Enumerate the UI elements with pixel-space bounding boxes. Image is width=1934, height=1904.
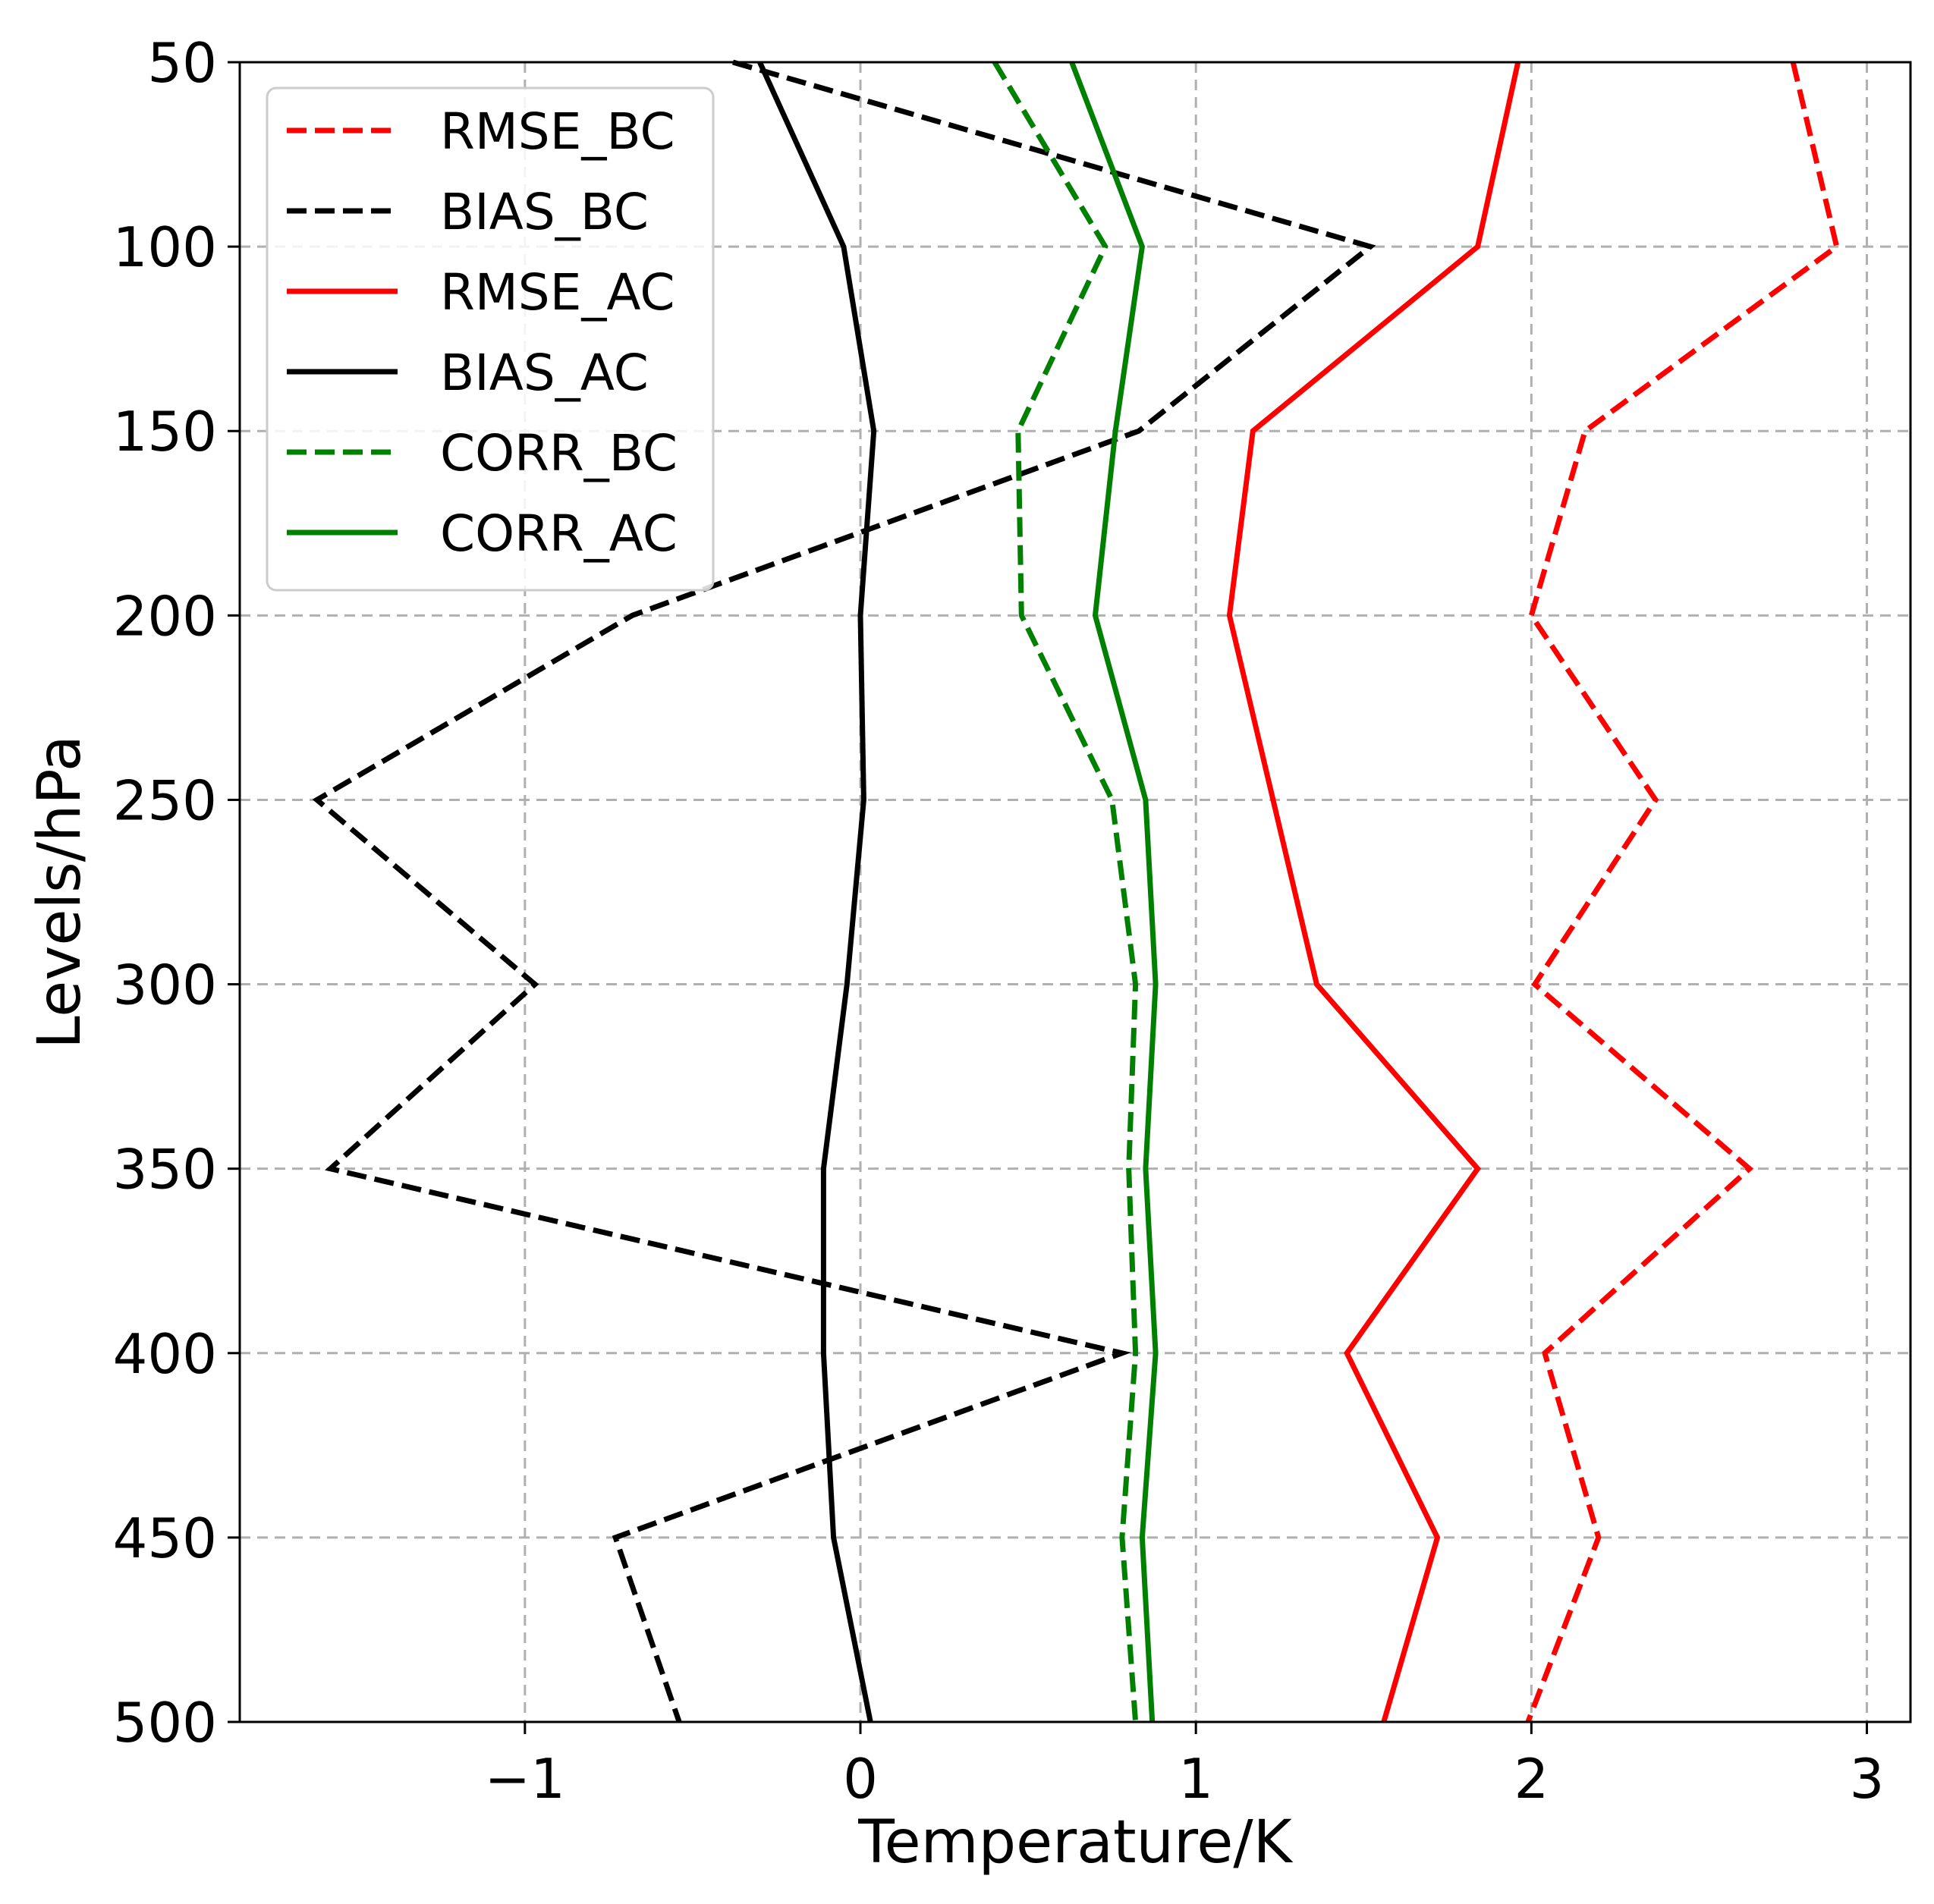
series-line-corr-bc — [992, 61, 1139, 1723]
x-axis-label: Temperature/K — [857, 1808, 1293, 1877]
series-line-rmse-ac — [1226, 61, 1521, 1723]
y-tick-label: 400 — [113, 1322, 217, 1386]
x-tick-label: 3 — [1850, 1747, 1885, 1811]
series-line-rmse-bc — [1525, 61, 1840, 1723]
legend-label: CORR_BC — [440, 424, 678, 482]
y-axis-label: Levels/hPa — [26, 735, 94, 1049]
x-tick-label: 2 — [1514, 1747, 1549, 1811]
series-line-corr-ac — [1069, 61, 1159, 1723]
y-tick-label: 300 — [113, 954, 217, 1017]
series-line-bias-bc — [312, 59, 1376, 1723]
x-tick-label: 0 — [843, 1747, 878, 1811]
plot-frame — [238, 61, 1912, 1723]
y-tick-label: 350 — [113, 1138, 217, 1202]
legend-label: BIAS_BC — [440, 183, 649, 241]
grid — [240, 61, 1910, 1723]
legend: RMSE_BC BIAS_BC RMSE_AC BIAS_AC CORR_BC CORR_… — [266, 86, 715, 592]
y-tick-label: 500 — [113, 1691, 217, 1755]
x-tick-label: 1 — [1178, 1747, 1213, 1811]
y-tick-label: 50 — [147, 31, 217, 95]
legend-label: CORR_AC — [440, 504, 678, 563]
y-tick-label: 150 — [113, 400, 217, 463]
y-tick-label: 200 — [113, 584, 217, 648]
legend-label: RMSE_BC — [440, 102, 675, 161]
y-tick-label: 250 — [113, 768, 217, 832]
x-tick-label: −1 — [485, 1747, 565, 1811]
series-line-bias-ac — [757, 61, 877, 1723]
legend-label: RMSE_AC — [440, 263, 675, 322]
series-lines — [312, 59, 1840, 1723]
y-tick-label: 450 — [113, 1507, 217, 1570]
legend-label: BIAS_AC — [440, 344, 649, 402]
y-tick-label: 100 — [113, 215, 217, 279]
